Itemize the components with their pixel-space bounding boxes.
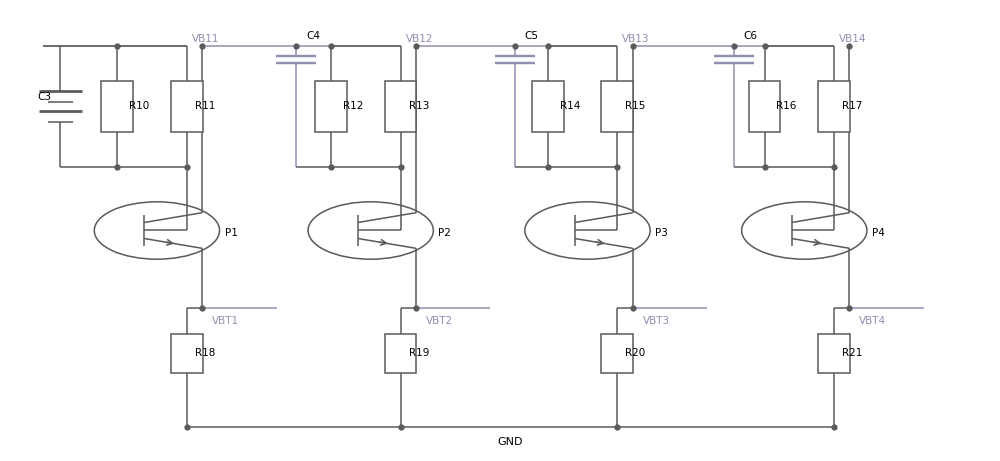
Bar — [818, 334, 850, 372]
Bar — [818, 81, 850, 132]
Text: R14: R14 — [560, 101, 580, 112]
Bar — [749, 81, 780, 132]
Text: R13: R13 — [409, 101, 429, 112]
Text: C4: C4 — [306, 30, 320, 41]
Text: R12: R12 — [343, 101, 363, 112]
Text: R20: R20 — [625, 349, 646, 359]
Bar — [601, 81, 633, 132]
Text: P1: P1 — [225, 228, 237, 238]
Text: C6: C6 — [744, 30, 758, 41]
Bar — [532, 81, 564, 132]
Text: VB11: VB11 — [192, 34, 219, 44]
Text: R21: R21 — [842, 349, 862, 359]
Bar — [601, 334, 633, 372]
Text: R18: R18 — [195, 349, 215, 359]
Bar — [171, 81, 203, 132]
Text: VB14: VB14 — [839, 34, 867, 44]
Text: R19: R19 — [409, 349, 429, 359]
Text: R17: R17 — [842, 101, 862, 112]
Bar — [385, 334, 416, 372]
Text: R15: R15 — [625, 101, 646, 112]
Bar — [315, 81, 347, 132]
Text: VB13: VB13 — [622, 34, 650, 44]
Text: GND: GND — [498, 437, 523, 447]
Text: C5: C5 — [525, 30, 539, 41]
Text: VBT3: VBT3 — [643, 316, 670, 326]
Bar — [385, 81, 416, 132]
Text: C3: C3 — [38, 92, 52, 102]
Text: P2: P2 — [438, 228, 451, 238]
Text: R10: R10 — [129, 101, 149, 112]
Text: VB12: VB12 — [406, 34, 433, 44]
Text: P3: P3 — [655, 228, 668, 238]
Text: VBT1: VBT1 — [212, 316, 239, 326]
Bar — [101, 81, 133, 132]
Text: VBT2: VBT2 — [426, 316, 453, 326]
Text: R16: R16 — [776, 101, 797, 112]
Text: P4: P4 — [872, 228, 885, 238]
Text: VBT4: VBT4 — [859, 316, 886, 326]
Text: R11: R11 — [195, 101, 215, 112]
Bar — [171, 334, 203, 372]
